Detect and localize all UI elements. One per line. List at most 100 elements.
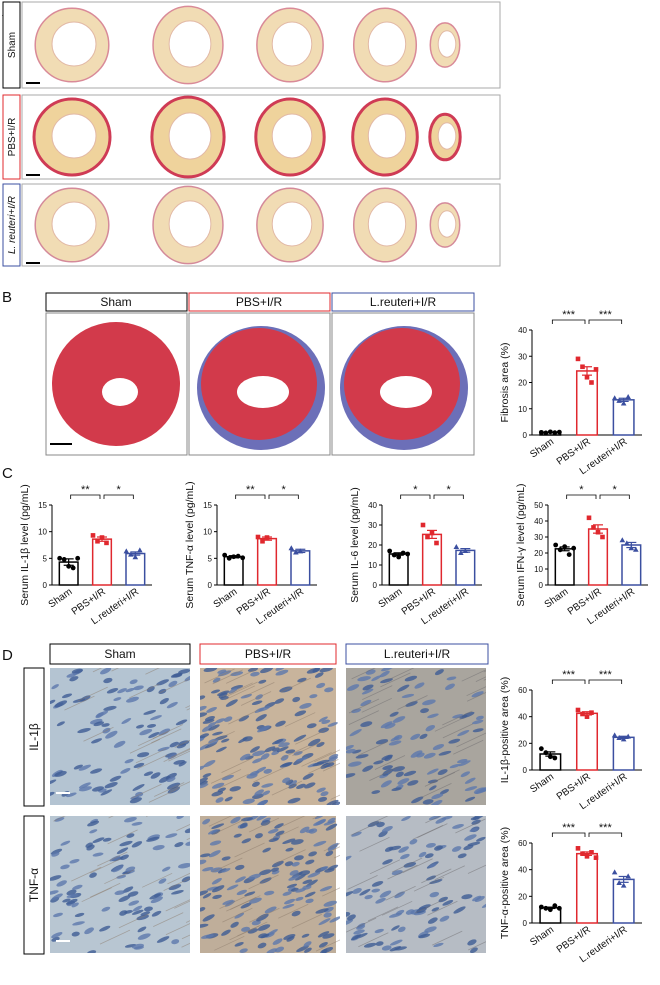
bar [290,550,311,586]
nucleus [405,701,418,707]
nucleus [346,748,356,754]
fiber [350,820,381,836]
nucleus [389,711,399,717]
x-tick-label: Sham [47,586,75,610]
y-axis-label: Serum IFN-γ level (pg/mL) [515,483,527,606]
nucleus [389,939,403,946]
column-header: Sham [100,295,131,309]
nucleus [464,834,477,841]
fiber [107,829,138,845]
nucleus [184,828,190,834]
nucleus [129,679,138,685]
nucleus [158,728,171,736]
nucleus [410,733,421,741]
y-tick-label: 30 [534,533,543,542]
nucleus [89,872,97,878]
nucleus [254,789,264,796]
nucleus [464,786,478,792]
nucleus [445,683,455,690]
nucleus [427,779,439,784]
nucleus [379,890,392,898]
nucleus [228,687,238,694]
nucleus [292,696,301,703]
data-point [137,547,143,553]
nucleus [152,845,165,851]
nucleus [347,914,356,921]
significance-label: ** [246,484,255,496]
fiber [129,738,161,754]
nucleus [291,839,304,845]
nucleus [284,861,294,867]
nucleus [267,828,279,834]
data-point [462,548,469,553]
nucleus [166,776,176,783]
data-point [624,540,630,546]
nucleus [275,668,286,671]
data-point [226,555,232,561]
data-point [625,733,631,739]
y-tick-label: 15 [38,501,47,510]
nucleus [185,841,190,846]
nucleus [72,884,83,890]
nucleus [439,915,450,922]
bar [575,712,599,771]
nucleus [384,723,396,729]
nucleus [200,705,207,712]
row-label-box [23,815,45,955]
nucleus [398,846,409,853]
column-header: L.reuteri+I/R [370,295,437,309]
nucleus [61,693,73,699]
nucleus [432,743,445,751]
nucleus [229,786,241,792]
nucleus [329,916,340,923]
nucleus [392,766,405,772]
nucleus [99,925,111,932]
nucleus [327,844,338,851]
row-label: L. reuteri+I/R [7,196,18,254]
nucleus [360,699,372,707]
fiber [434,716,466,732]
nucleus [87,820,100,827]
panel-d-headers: Sham PBS+I/R L.reuteri+I/R IL-1β TNF-α [23,643,489,955]
micrograph [200,816,340,953]
bar [256,537,278,586]
tissue-lumen [168,200,212,248]
nucleus [92,786,104,792]
nucleus [371,790,381,794]
nucleus [131,841,143,848]
nucleus [69,859,80,864]
fiber [380,672,411,688]
nucleus [362,684,374,691]
y-tick-label: 10 [518,405,527,414]
fiber [210,769,242,784]
nucleus [233,833,242,838]
nucleus [178,669,190,674]
fiber [292,741,323,757]
tissue-lumen [168,112,212,160]
nucleus [362,765,374,772]
nucleus [382,859,393,865]
nucleus [167,782,181,790]
fiber [402,858,433,874]
y-tick-label: 40 [368,501,377,510]
nucleus [316,742,325,748]
nucleus [133,762,145,769]
nucleus [426,768,439,775]
fiber [466,691,486,702]
nucleus [288,783,297,789]
micrograph [50,668,190,805]
nucleus [464,777,476,784]
nucleus [425,842,436,848]
fiber [456,732,486,748]
fiber [176,823,190,832]
nucleus [442,899,454,906]
nucleus [365,669,376,675]
nucleus [200,859,207,865]
nucleus [420,708,429,714]
nucleus [234,912,245,919]
nucleus [256,816,269,821]
y-tick-label: 60 [518,686,527,695]
fiber [442,723,474,739]
nucleus [407,780,419,786]
